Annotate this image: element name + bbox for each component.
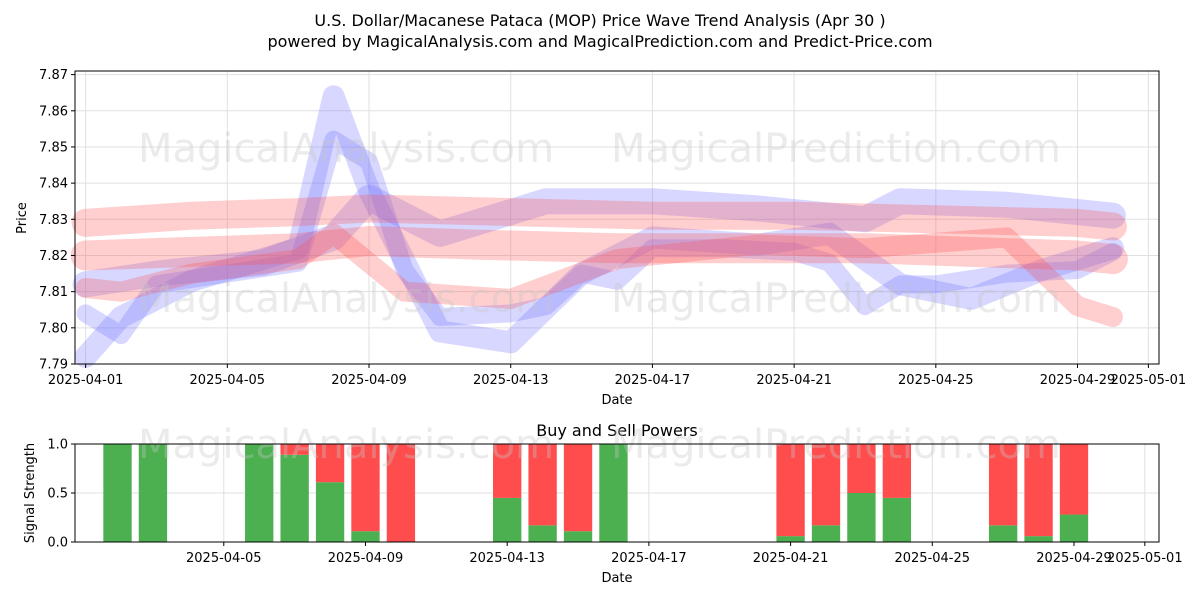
wave-series-blue-1 — [74, 85, 1124, 368]
watermark-analysis-mid: MagicalAnalysis.com — [138, 276, 554, 322]
sell-bar — [351, 444, 380, 532]
price-x-tick-label: 2025-04-09 — [331, 373, 407, 388]
signal-y-ticks: 0.0 0.5 1.0 — [47, 438, 75, 551]
buy-bar — [1059, 514, 1089, 542]
wave-series-red-3 — [70, 226, 1128, 275]
signal-x-tick-label: 2025-04-09 — [328, 551, 404, 566]
sell-bar — [1024, 444, 1053, 537]
price-y-tick-label: 7.86 — [39, 104, 68, 119]
price-x-axis-label: Date — [601, 393, 632, 408]
price-y-tick-label: 7.87 — [39, 68, 68, 83]
watermark-prediction-bottom: MagicalPrediction.com — [611, 422, 1061, 468]
price-plot-frame — [74, 70, 1160, 365]
buy-bar — [599, 444, 628, 542]
signal-y-axis-label: Signal Strength — [23, 443, 38, 543]
buy-bar — [882, 497, 912, 542]
price-x-tick-label: 2025-05-01 — [1111, 373, 1187, 388]
price-x-tick-label: 2025-04-01 — [48, 373, 124, 388]
signal-chart: Buy and Sell Powers MagicalAnalysis.com … — [23, 421, 1183, 586]
buy-bar — [315, 482, 345, 542]
wave-series-red-4 — [75, 223, 1123, 327]
signal-y-tick-label: 0.5 — [47, 487, 68, 502]
sell-bar — [988, 444, 1018, 526]
price-x-tick-label: 2025-04-13 — [473, 373, 549, 388]
signal-x-axis-label: Date — [601, 571, 632, 586]
sell-bar — [528, 444, 557, 526]
buy-bar — [1024, 536, 1053, 542]
sell-bar — [811, 444, 841, 526]
buy-bar — [776, 536, 805, 542]
buy-bar — [245, 444, 274, 542]
sell-bar — [315, 444, 345, 483]
wave-series-blue-2 — [72, 184, 1126, 298]
sell-bar — [1059, 444, 1089, 515]
price-y-axis-label: Price — [15, 202, 30, 234]
price-y-tick-label: 7.82 — [39, 249, 68, 264]
signal-x-tick-label: 2025-04-13 — [469, 551, 545, 566]
price-x-tick-label: 2025-04-29 — [1040, 373, 1116, 388]
price-y-ticks: 7.79 7.80 7.81 7.82 7.83 7.84 7.85 7.86 7.87 — [39, 68, 75, 373]
wave-series-blue-0 — [76, 130, 1122, 345]
sell-bar — [280, 444, 309, 455]
price-x-tick-label: 2025-04-05 — [190, 373, 266, 388]
price-y-tick-label: 7.79 — [39, 358, 68, 373]
price-y-tick-label: 7.81 — [39, 285, 68, 300]
watermark-analysis-bottom: MagicalAnalysis.com — [138, 422, 554, 468]
price-x-ticks: 2025-04-01 2025-04-05 2025-04-09 2025-04-13… — [48, 364, 1186, 388]
price-y-tick-label: 7.85 — [39, 140, 68, 155]
watermark-prediction-top: MagicalPrediction.com — [611, 126, 1061, 172]
buy-bar — [493, 497, 522, 542]
buy-bar — [528, 525, 557, 542]
chart-title-line2: powered by MagicalAnalysis.com and Magic… — [267, 32, 932, 51]
watermark-prediction-mid: MagicalPrediction.com — [611, 276, 1061, 322]
buy-bar — [563, 531, 593, 542]
price-y-tick-label: 7.84 — [39, 177, 68, 192]
wave-series-red-5 — [71, 194, 1127, 241]
signal-y-tick-label: 1.0 — [47, 438, 68, 453]
signal-x-tick-label: 2025-04-21 — [753, 551, 829, 566]
signal-x-tick-label: 2025-05-01 — [1107, 551, 1183, 566]
price-x-tick-label: 2025-04-25 — [898, 373, 974, 388]
signal-y-tick-label: 0.0 — [47, 536, 68, 551]
signal-x-tick-label: 2025-04-17 — [611, 551, 687, 566]
price-plot-area — [75, 71, 1159, 364]
sell-bar — [882, 444, 912, 498]
signal-bars — [103, 444, 1089, 542]
buy-bar — [847, 493, 876, 542]
price-waves — [70, 85, 1128, 368]
signal-x-tick-label: 2025-04-05 — [186, 551, 262, 566]
sell-bar — [493, 444, 522, 498]
price-x-tick-label: 2025-04-17 — [615, 373, 691, 388]
chart-title-line1: U.S. Dollar/Macanese Pataca (MOP) Price … — [314, 11, 885, 30]
signal-x-ticks: 2025-04-05 2025-04-09 2025-04-13 2025-04-17… — [186, 542, 1183, 566]
watermark-analysis-top: MagicalAnalysis.com — [138, 126, 554, 172]
buy-bar — [351, 531, 380, 542]
buy-bar — [280, 454, 309, 542]
price-y-tick-label: 7.80 — [39, 321, 68, 336]
sell-bar — [776, 444, 805, 537]
sell-bar — [847, 444, 876, 493]
buy-bar — [138, 444, 168, 542]
signal-x-tick-label: 2025-04-29 — [1036, 551, 1112, 566]
price-chart: MagicalAnalysis.com MagicalPrediction.co… — [15, 68, 1186, 408]
buy-bar — [988, 525, 1018, 542]
signal-x-tick-label: 2025-04-25 — [894, 551, 970, 566]
price-x-tick-label: 2025-04-21 — [756, 373, 832, 388]
price-grid — [75, 71, 1159, 365]
signal-chart-title: Buy and Sell Powers — [536, 421, 698, 440]
sell-bar — [563, 444, 593, 532]
buy-bar — [811, 525, 841, 542]
buy-bar — [103, 444, 132, 542]
sell-bar — [386, 444, 416, 542]
price-y-tick-label: 7.83 — [39, 213, 68, 228]
